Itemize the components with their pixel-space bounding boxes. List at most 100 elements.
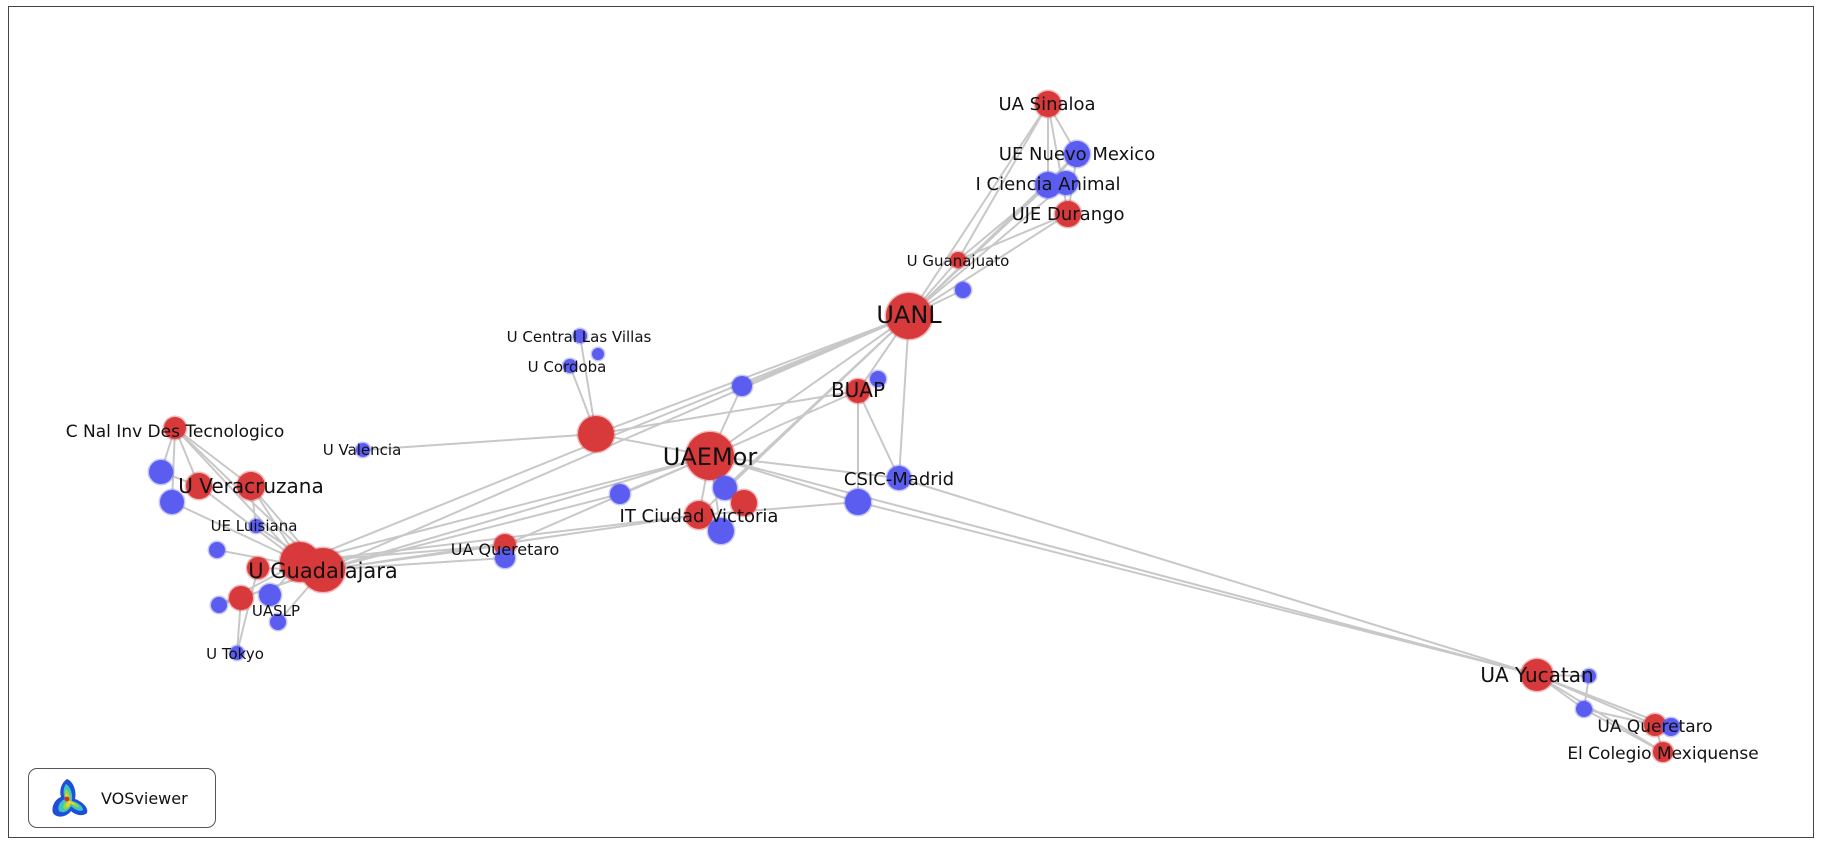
node-ua-queretaro-east[interactable] xyxy=(1644,714,1666,736)
node-ucv2[interactable] xyxy=(592,348,604,360)
network-edge xyxy=(957,184,1049,261)
node-label-u-veracruzana[interactable]: U Veracruzana xyxy=(178,474,324,498)
network-edge xyxy=(174,427,252,487)
node-label-uje-durango[interactable]: UJE Durango xyxy=(1011,204,1124,225)
network-edge xyxy=(595,315,910,435)
network-edge xyxy=(1583,708,1664,753)
node-label-it-ciudad-victoria[interactable]: IT Ciudad Victoria xyxy=(620,506,779,527)
vosviewer-logo-icon xyxy=(52,779,88,817)
node-label-u-central-las-villas[interactable]: U Central Las Villas xyxy=(507,328,652,346)
node-buap[interactable] xyxy=(846,379,870,403)
node-u-tokyo[interactable] xyxy=(230,646,244,660)
node-label-ua-yucatan[interactable]: UA Yucatan xyxy=(1480,663,1593,687)
node-bluex[interactable] xyxy=(732,376,752,396)
node-ue-luisiana[interactable] xyxy=(249,519,263,533)
node-el-colegio-mexiquense[interactable] xyxy=(1653,742,1673,762)
node-uaslp[interactable] xyxy=(229,586,253,610)
node-label-u-cordoba[interactable]: U Cordoba xyxy=(528,358,607,376)
node-it-r1[interactable] xyxy=(731,490,757,516)
node-u-valencia[interactable] xyxy=(356,443,370,457)
node-label-u-valencia[interactable]: U Valencia xyxy=(323,441,402,459)
node-uaslp-b[interactable] xyxy=(259,584,281,606)
node-label-ue-luisiana[interactable]: UE Luisiana xyxy=(211,517,298,535)
node-csic-madrid[interactable] xyxy=(887,466,911,490)
node-label-ue-nuevo-mexico[interactable]: UE Nuevo Mexico xyxy=(999,144,1155,165)
network-edge xyxy=(236,567,259,654)
node-gdl-r2[interactable] xyxy=(247,557,269,579)
node-i-ciencia-animal[interactable] xyxy=(1035,172,1061,198)
network-edge xyxy=(174,427,301,563)
node-it-b1[interactable] xyxy=(610,484,630,504)
node-uaq-b[interactable] xyxy=(495,548,515,568)
network-edge xyxy=(709,455,1538,676)
node-ue-nm2[interactable] xyxy=(1054,171,1078,195)
vosviewer-brand-badge: VOSviewer xyxy=(28,768,216,828)
node-u-guadalajara[interactable] xyxy=(301,548,345,592)
network-edge xyxy=(908,213,1069,317)
network-edge xyxy=(698,501,859,516)
network-map-frame xyxy=(8,6,1814,838)
node-uaslp-b2[interactable] xyxy=(270,614,286,630)
node-label-i-ciencia-animal[interactable]: I Ciencia Animal xyxy=(975,174,1120,195)
network-edge xyxy=(908,182,1067,317)
network-edge xyxy=(595,390,859,435)
node-u-veracruzana[interactable] xyxy=(237,472,265,500)
node-label-csic-madrid[interactable]: CSIC-Madrid xyxy=(844,469,954,490)
network-edge xyxy=(957,103,1049,261)
network-edge xyxy=(857,390,900,479)
network-edge xyxy=(709,455,859,503)
network-nodes xyxy=(147,89,1682,764)
node-vera-b2[interactable] xyxy=(160,490,184,514)
network-edge xyxy=(362,433,597,451)
node-buap-b[interactable] xyxy=(870,371,886,387)
node-hubx[interactable] xyxy=(578,416,614,452)
node-it-b2[interactable] xyxy=(713,476,737,500)
node-label-u-tokyo[interactable]: U Tokyo xyxy=(206,645,264,663)
node-csic-b[interactable] xyxy=(845,489,871,515)
network-edge xyxy=(171,501,301,563)
network-edges xyxy=(160,103,1672,753)
node-u-guanajuato[interactable] xyxy=(950,252,966,268)
node-label-uanl[interactable]: UANL xyxy=(876,301,942,329)
network-edge xyxy=(908,103,1049,317)
node-label-el-colegio-mexiquense[interactable]: El Colegio Mexiquense xyxy=(1567,744,1758,764)
network-labels: UA Sinaloa UE Nuevo Mexico I Ciencia Ani… xyxy=(66,94,1759,764)
node-label-buap[interactable]: BUAP xyxy=(831,378,885,402)
network-edge xyxy=(322,544,506,571)
node-u-cordoba[interactable] xyxy=(563,359,577,373)
node-ua-yucatan[interactable] xyxy=(1521,659,1553,691)
node-it-ciudad-victoria[interactable] xyxy=(685,501,713,529)
node-label-uaslp[interactable]: UASLP xyxy=(252,602,300,620)
node-ue-nuevo-mexico[interactable] xyxy=(1064,141,1090,167)
network-edge xyxy=(171,427,176,503)
network-edge xyxy=(709,455,900,479)
network-edge xyxy=(857,501,1538,676)
node-label-u-guanajuato[interactable]: U Guanajuato xyxy=(907,252,1010,270)
node-uaemor[interactable] xyxy=(686,432,734,480)
node-ua-sinaloa[interactable] xyxy=(1035,91,1061,117)
node-guan-b[interactable] xyxy=(955,282,971,298)
node-vera-r1[interactable] xyxy=(186,473,212,499)
network-edge xyxy=(709,315,910,457)
node-label-uaemor[interactable]: UAEMor xyxy=(663,443,758,471)
node-label-ua-queretaro-east[interactable]: UA Queretaro xyxy=(1597,717,1712,737)
vosviewer-brand-name: VOSviewer xyxy=(101,788,188,808)
node-label-ua-sinaloa[interactable]: UA Sinaloa xyxy=(998,94,1095,115)
node-u-central-las-villas[interactable] xyxy=(573,329,587,343)
node-c-nal-inv[interactable] xyxy=(164,417,186,439)
node-gdl-b1[interactable] xyxy=(211,597,227,613)
network-edge xyxy=(1583,708,1656,726)
node-uaqe-b[interactable] xyxy=(1662,718,1680,736)
node-label-ua-queretaro-center[interactable]: UA Queretaro xyxy=(451,540,559,559)
node-luis-b2[interactable] xyxy=(209,542,225,558)
node-uje-durango[interactable] xyxy=(1055,201,1081,227)
node-label-c-nal-inv[interactable]: C Nal Inv Des Tecnologico xyxy=(66,422,284,442)
node-uanl[interactable] xyxy=(886,293,932,339)
network-edge xyxy=(709,390,859,457)
node-it-b3[interactable] xyxy=(708,518,734,544)
node-label-u-guadalajara[interactable]: U Guadalajara xyxy=(248,559,398,583)
node-yuc-b2[interactable] xyxy=(1576,701,1592,717)
node-vera-b1[interactable] xyxy=(149,460,173,484)
node-yuc-b1[interactable] xyxy=(1582,669,1596,683)
